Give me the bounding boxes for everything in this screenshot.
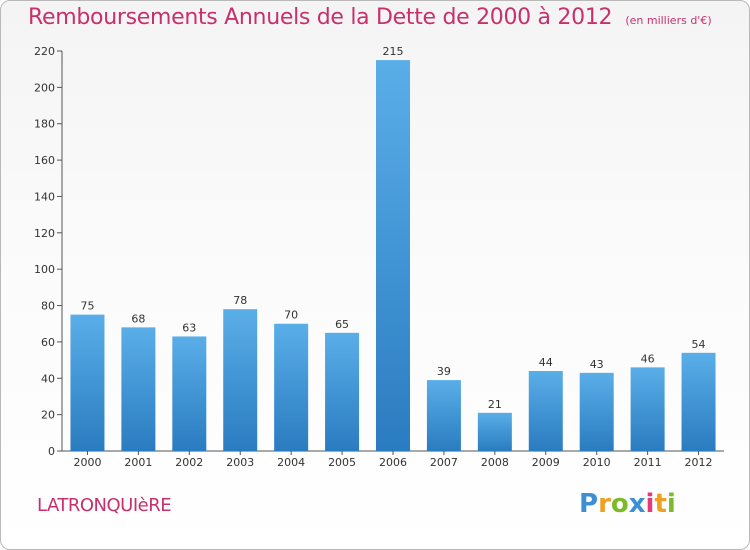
x-tick-label-2004: 2004 <box>277 456 305 469</box>
data-label-2008: 21 <box>488 398 502 411</box>
x-tick-label-2010: 2010 <box>583 456 611 469</box>
bar-2001 <box>121 327 156 451</box>
x-tick-label-2001: 2001 <box>124 456 152 469</box>
y-tick-label: 40 <box>41 372 55 385</box>
data-label-2000: 75 <box>80 300 94 313</box>
bar-2000 <box>70 314 105 451</box>
x-tick-label-2003: 2003 <box>226 456 254 469</box>
x-tick-label-2011: 2011 <box>634 456 662 469</box>
data-label-2004: 70 <box>284 309 298 322</box>
y-tick-label: 140 <box>34 190 55 203</box>
y-tick-label: 100 <box>34 263 55 276</box>
data-label-2010: 43 <box>590 358 604 371</box>
x-tick-label-2005: 2005 <box>328 456 356 469</box>
bar-2009 <box>528 371 563 451</box>
data-label-2005: 65 <box>335 318 349 331</box>
chart-subtitle: (en milliers d'€) <box>625 14 712 27</box>
y-tick-label: 0 <box>48 445 55 458</box>
x-tick-label-2002: 2002 <box>175 456 203 469</box>
y-tick-label: 180 <box>34 118 55 131</box>
commune-name: LATRONQUIèRE <box>37 495 172 516</box>
bar-2004 <box>274 323 309 451</box>
bar-2008 <box>477 412 512 451</box>
bar-2006 <box>376 60 410 451</box>
x-tick-label-2012: 2012 <box>685 456 713 469</box>
title-row: Remboursements Annuels de la Dette de 20… <box>28 5 712 30</box>
bar-2005 <box>325 332 360 451</box>
bar-2011 <box>630 367 665 451</box>
bar-2007 <box>426 380 461 451</box>
y-tick-label: 20 <box>41 409 55 422</box>
y-tick-label: 200 <box>34 81 55 94</box>
data-label-2011: 46 <box>641 352 655 365</box>
bar-2010 <box>579 372 614 451</box>
bar-2003 <box>223 309 258 451</box>
y-tick-label: 160 <box>34 154 55 167</box>
x-tick-label-2006: 2006 <box>379 456 407 469</box>
bar-2002 <box>172 336 207 451</box>
data-label-2006: 215 <box>383 45 404 58</box>
data-label-2012: 54 <box>692 338 706 351</box>
y-tick-label: 120 <box>34 227 55 240</box>
proxiti-logo: Proxiti <box>579 489 676 519</box>
x-tick-label-2009: 2009 <box>532 456 560 469</box>
data-label-2003: 78 <box>233 294 247 307</box>
data-label-2001: 68 <box>131 312 145 325</box>
chart-title: Remboursements Annuels de la Dette de 20… <box>28 5 613 30</box>
x-tick-label-2008: 2008 <box>481 456 509 469</box>
x-tick-label-2000: 2000 <box>73 456 101 469</box>
data-label-2002: 63 <box>182 321 196 334</box>
x-tick-label-2007: 2007 <box>430 456 458 469</box>
y-tick-label: 220 <box>34 45 55 58</box>
bar-2012 <box>681 352 716 451</box>
y-tick-label: 60 <box>41 336 55 349</box>
data-label-2009: 44 <box>539 356 553 369</box>
y-tick-label: 80 <box>41 300 55 313</box>
data-label-2007: 39 <box>437 365 451 378</box>
